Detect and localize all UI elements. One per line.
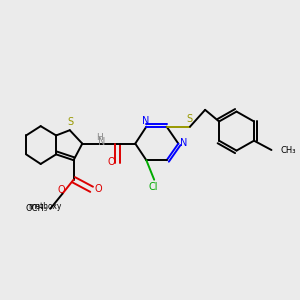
Text: O: O — [94, 184, 102, 194]
Text: O: O — [108, 157, 115, 167]
Text: H: H — [96, 133, 103, 142]
Text: N: N — [142, 116, 149, 126]
Text: O: O — [57, 185, 65, 195]
Text: methoxy: methoxy — [28, 202, 62, 211]
Text: CH₃: CH₃ — [281, 146, 296, 154]
Text: OCH₃: OCH₃ — [25, 204, 47, 213]
Text: N: N — [98, 136, 106, 147]
Text: S: S — [67, 117, 74, 127]
Text: N: N — [180, 138, 187, 148]
Text: Cl: Cl — [149, 182, 158, 192]
Text: S: S — [186, 114, 193, 124]
